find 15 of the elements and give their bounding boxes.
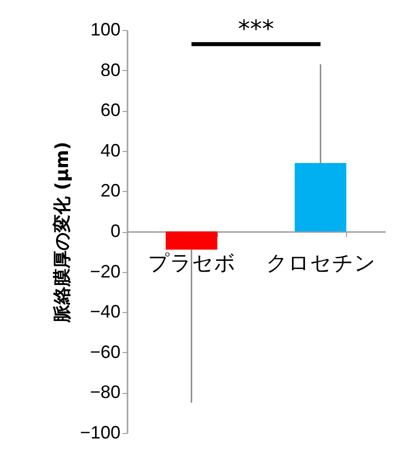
y-tick-label: 80	[100, 60, 120, 80]
y-tick-label: 20	[100, 180, 120, 201]
y-tick-label: −80	[90, 382, 120, 402]
y-tick-label: 40	[100, 140, 120, 160]
x-tick-label: プラセボ	[148, 251, 236, 275]
x-tick-label: クロセチン	[266, 251, 376, 275]
y-tick-label: 0	[110, 221, 120, 241]
y-tick-label: −20	[90, 261, 120, 282]
y-axis-title: 脈絡膜厚の変化 (μm)	[52, 142, 73, 324]
y-tick-label: −100	[80, 422, 120, 442]
y-tick-label: −60	[90, 342, 120, 362]
y-tick-label: 60	[100, 100, 120, 120]
y-tick-label: 100	[90, 20, 120, 40]
annotation: ***	[238, 15, 274, 44]
y-tick-label: −40	[90, 302, 120, 322]
